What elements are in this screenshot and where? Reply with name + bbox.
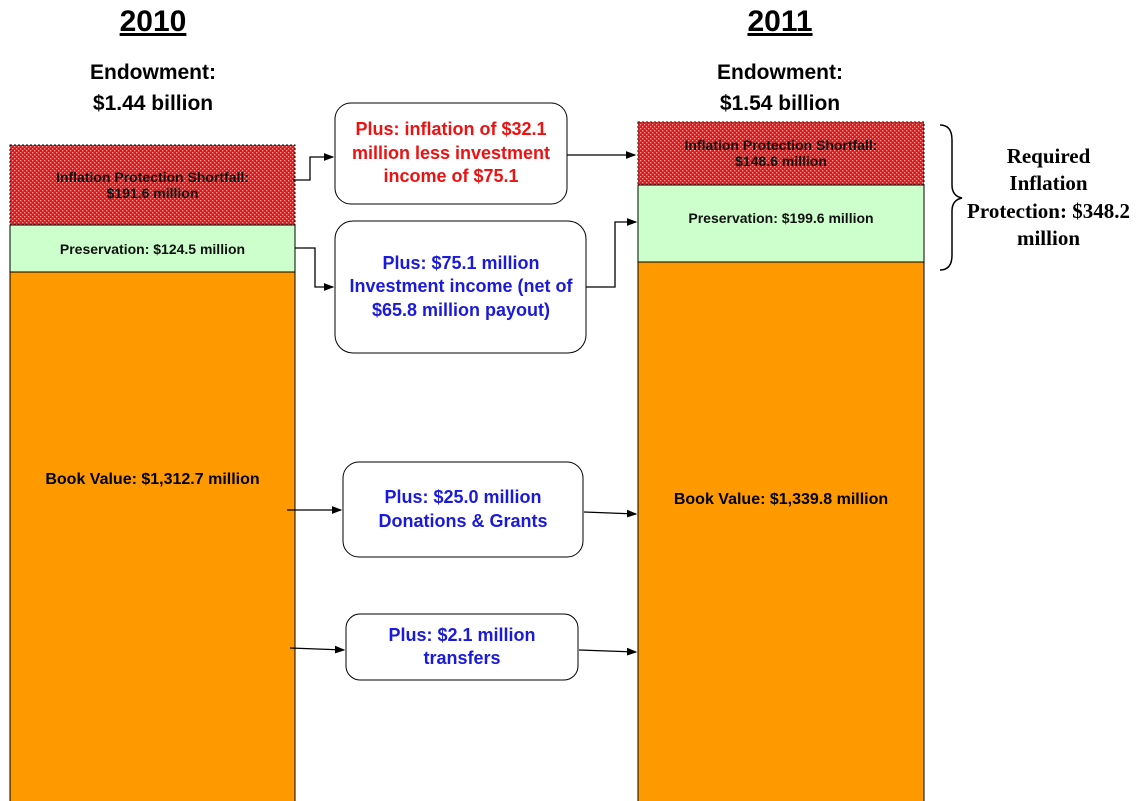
shortfall-label: Inflation Protection Shortfall: $191.6 m… xyxy=(56,169,249,201)
endowment-label: Endowment: xyxy=(717,61,843,84)
endowment-label: Endowment: xyxy=(90,61,216,84)
flow-text: Plus: $25.0 million Donations & Grants xyxy=(378,487,548,531)
flow-text: Plus: $75.1 million Investment income (n… xyxy=(349,252,573,320)
book-value-label: Book Value: $1,339.8 million xyxy=(673,491,889,508)
book-value-label: Book Value: $1,312.7 million xyxy=(45,471,260,488)
arrow xyxy=(586,218,638,288)
bracket xyxy=(939,124,963,271)
arrow xyxy=(289,645,346,654)
year: 2011 xyxy=(747,5,813,38)
shortfall-segment xyxy=(637,121,925,186)
preservation-segment xyxy=(637,184,925,263)
book-value-segment xyxy=(637,261,925,801)
book-value-segment xyxy=(9,271,296,801)
arrow xyxy=(293,153,335,181)
endowment-value: $1.44 billion xyxy=(92,92,214,115)
arrow xyxy=(583,509,638,518)
preservation-segment xyxy=(9,224,296,273)
preservation-label: Preservation: $124.5 million xyxy=(59,240,246,257)
flow-box xyxy=(334,102,568,205)
arrow xyxy=(295,247,335,291)
endowment-value: $1.54 billion xyxy=(719,92,841,115)
year: 2010 xyxy=(119,5,187,38)
shortfall-segment xyxy=(9,144,296,226)
shortfall-label: Inflation Protection Shortfall: $148.6 m… xyxy=(684,137,878,169)
bracket-label: Required Inflation Protection: $348.2 mi… xyxy=(967,143,1130,250)
flow-text: Plus: $2.1 million transfers xyxy=(388,624,536,668)
flow-box xyxy=(345,613,579,681)
arrow xyxy=(578,647,638,656)
flow-text: Plus: inflation of $32.1 million less in… xyxy=(351,119,551,187)
flow-box xyxy=(342,461,584,558)
preservation-label: Preservation: $199.6 million xyxy=(688,209,874,226)
